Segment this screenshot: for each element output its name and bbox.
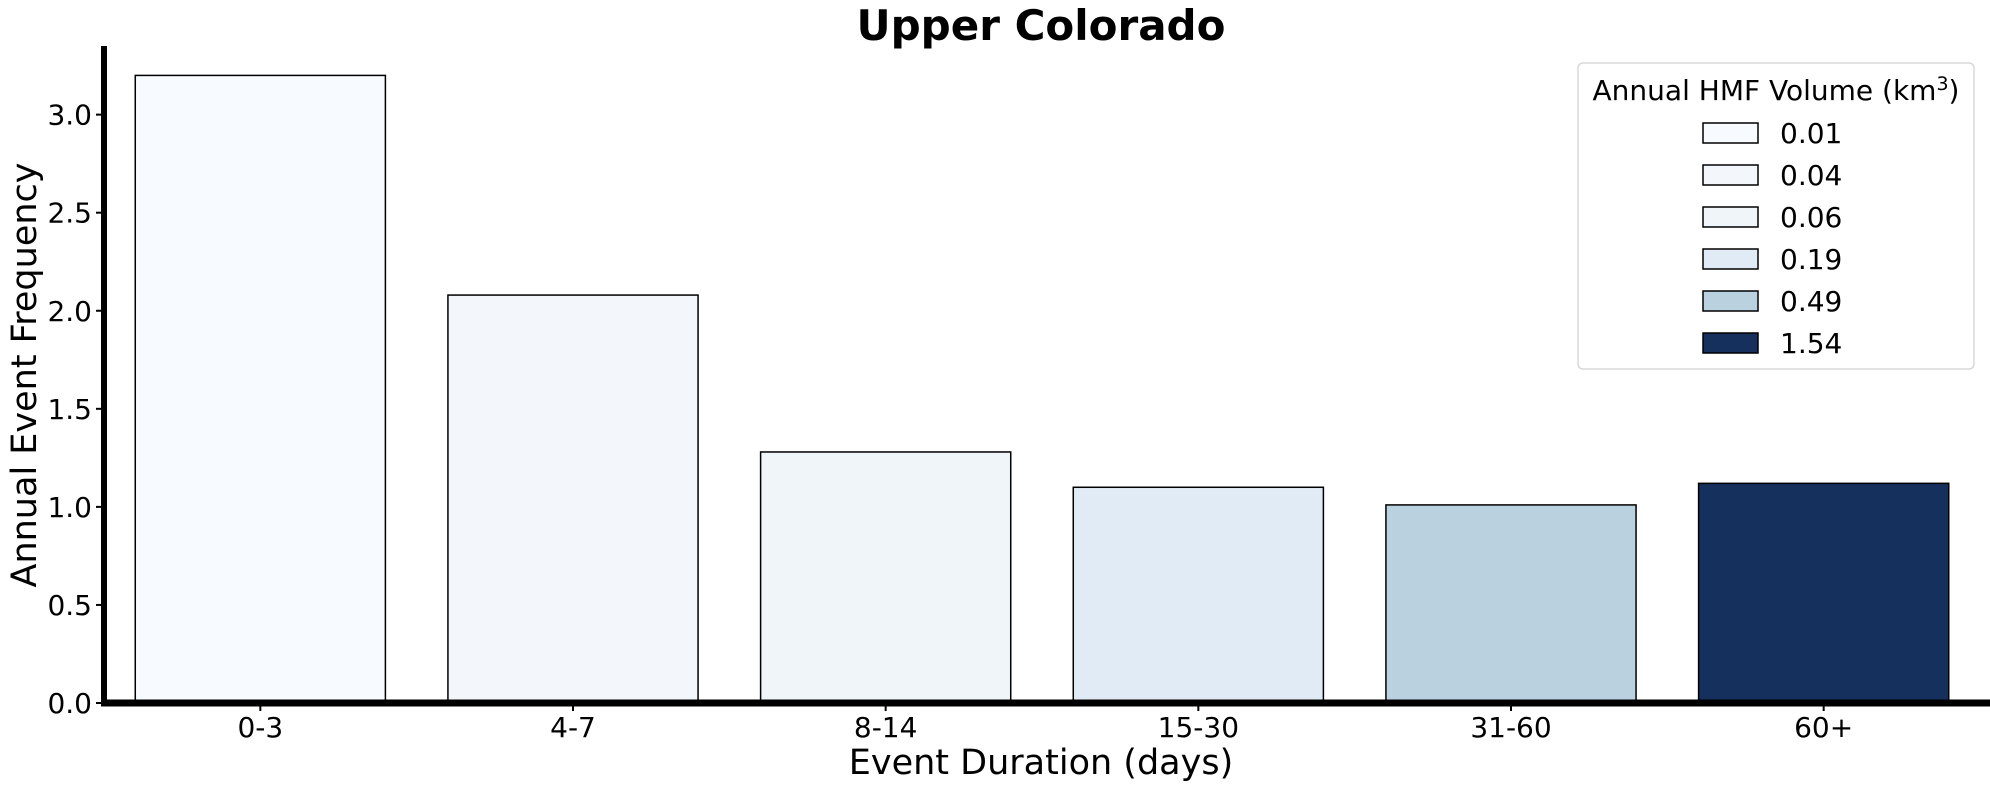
- bar-15-30: [1072, 486, 1325, 704]
- bar-0-3: [134, 74, 387, 704]
- bar-8-14: [759, 451, 1012, 704]
- y-tick-label: 2.0: [47, 295, 92, 328]
- legend-title-superscript: 3: [1936, 73, 1948, 95]
- y-tick-label: 1.0: [47, 491, 92, 524]
- legend-title-suffix: ): [1949, 74, 1960, 107]
- x-tick-label: 15-30: [1158, 711, 1239, 744]
- legend-label: 0.49: [1780, 285, 1842, 318]
- legend-label: 1.54: [1780, 327, 1842, 360]
- y-tick-label: 3.0: [47, 99, 92, 132]
- bars-group: [134, 74, 1950, 704]
- bar-60+: [1697, 482, 1950, 704]
- bar-31-60: [1385, 504, 1637, 704]
- x-ticks-group: 0-3 4-7 8-14 15-30 31-60 60+: [237, 703, 1853, 744]
- legend-label: 0.06: [1780, 201, 1842, 234]
- x-tick-label: 0-3: [237, 711, 283, 744]
- bar-4-7: [447, 294, 699, 704]
- legend: Annual HMF Volume (km3) 0.01 0.04 0.06 0.19…: [1577, 62, 1975, 370]
- legend-frame: [1577, 62, 1975, 370]
- legend-swatch: [1702, 206, 1759, 228]
- legend-items: 0.01 0.04 0.06 0.19 0.49 1.54: [1702, 117, 1842, 360]
- legend-swatch: [1702, 248, 1759, 270]
- legend-label: 0.01: [1780, 117, 1842, 150]
- y-tick-label: 2.5: [47, 197, 92, 230]
- y-tick-label: 0.5: [47, 589, 92, 622]
- y-tick-label: 0.0: [47, 687, 92, 720]
- legend-title: Annual HMF Volume (km3): [1593, 73, 1960, 107]
- legend-swatch: [1702, 332, 1759, 354]
- legend-swatch: [1702, 164, 1759, 186]
- x-tick-label: 31-60: [1470, 711, 1551, 744]
- x-tick-label: 60+: [1794, 711, 1853, 744]
- y-ticks-group: 0.0 0.5 1.0 1.5 2.0 2.5 3.0: [47, 99, 104, 720]
- chart-title: Upper Colorado: [857, 1, 1226, 50]
- x-axis-label: Event Duration (days): [849, 743, 1233, 783]
- legend-label: 0.19: [1780, 243, 1842, 276]
- legend-label: 0.04: [1780, 159, 1842, 192]
- x-tick-label: 4-7: [550, 711, 596, 744]
- x-tick-label: 8-14: [854, 711, 918, 744]
- legend-swatch: [1702, 290, 1759, 312]
- legend-title-main: Annual HMF Volume (km: [1593, 74, 1937, 107]
- legend-swatch: [1702, 122, 1759, 144]
- y-axis-label: Annual Event Frequency: [5, 163, 45, 588]
- y-tick-label: 1.5: [47, 393, 92, 426]
